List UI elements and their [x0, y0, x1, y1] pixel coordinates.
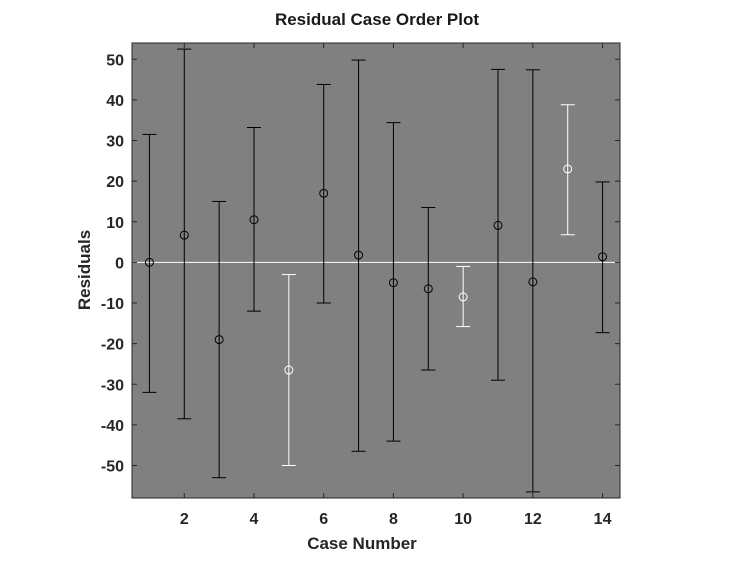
- case-14-error-bar: [595, 181, 610, 334]
- case-9-error-bar: [421, 207, 436, 371]
- residual-point: [493, 220, 503, 230]
- residual-point: [249, 215, 259, 225]
- case-6-error-bar: [316, 83, 331, 304]
- y-tick-label: 40: [106, 93, 124, 110]
- case-1-error-bar: [142, 133, 157, 393]
- plot-area: [131, 42, 621, 499]
- y-tick-label: -40: [101, 418, 124, 435]
- x-tick-label: 2: [180, 511, 189, 528]
- y-tick-label: -20: [101, 337, 124, 354]
- x-tick-label: 10: [454, 511, 472, 528]
- residual-point: [528, 277, 538, 287]
- x-tick-label: 12: [524, 511, 542, 528]
- case-13-error-bar: [560, 104, 575, 236]
- y-tick-label: 50: [106, 52, 124, 69]
- y-tick-label: -30: [101, 377, 124, 394]
- x-ticks-layer: 2 4 6 8 10 12 14: [180, 43, 612, 528]
- residual-point: [284, 365, 294, 375]
- x-tick-label: 8: [389, 511, 398, 528]
- residual-point: [354, 250, 364, 260]
- residual-point: [388, 278, 398, 288]
- y-ticks-layer: -50 -40 -30 -20 -10 0 10 20 30 40 50: [101, 52, 620, 476]
- residual-point: [423, 284, 433, 294]
- case-3-error-bar: [212, 200, 227, 479]
- residual-point: [179, 230, 189, 240]
- case-5-error-bar: [281, 274, 296, 466]
- y-tick-label: 0: [115, 255, 124, 272]
- residual-point: [598, 252, 608, 262]
- case-10-error-bar: [456, 265, 471, 328]
- case-2-error-bar: [177, 48, 192, 420]
- residual-point: [214, 335, 224, 345]
- error-bars-layer: [142, 48, 610, 493]
- x-tick-label: 4: [250, 511, 259, 528]
- y-tick-label: 20: [106, 174, 124, 191]
- y-tick-label: -10: [101, 296, 124, 313]
- case-11-error-bar: [491, 68, 505, 381]
- y-axis-label: Residuals: [75, 230, 94, 310]
- x-tick-label: 14: [594, 511, 612, 528]
- x-axis-label: Case Number: [307, 534, 417, 553]
- case-7-error-bar: [351, 59, 366, 452]
- x-tick-label: 6: [319, 511, 328, 528]
- case-8-error-bar: [386, 122, 401, 442]
- residual-point: [144, 257, 154, 267]
- residual-point: [563, 164, 573, 174]
- case-4-error-bar: [247, 127, 261, 312]
- case-12-error-bar: [525, 69, 540, 493]
- y-tick-label: 10: [106, 215, 124, 232]
- residual-point: [458, 292, 468, 302]
- residual-point: [319, 188, 329, 198]
- chart-title: Residual Case Order Plot: [275, 10, 479, 29]
- y-tick-label: 30: [106, 134, 124, 151]
- y-tick-label: -50: [101, 459, 124, 476]
